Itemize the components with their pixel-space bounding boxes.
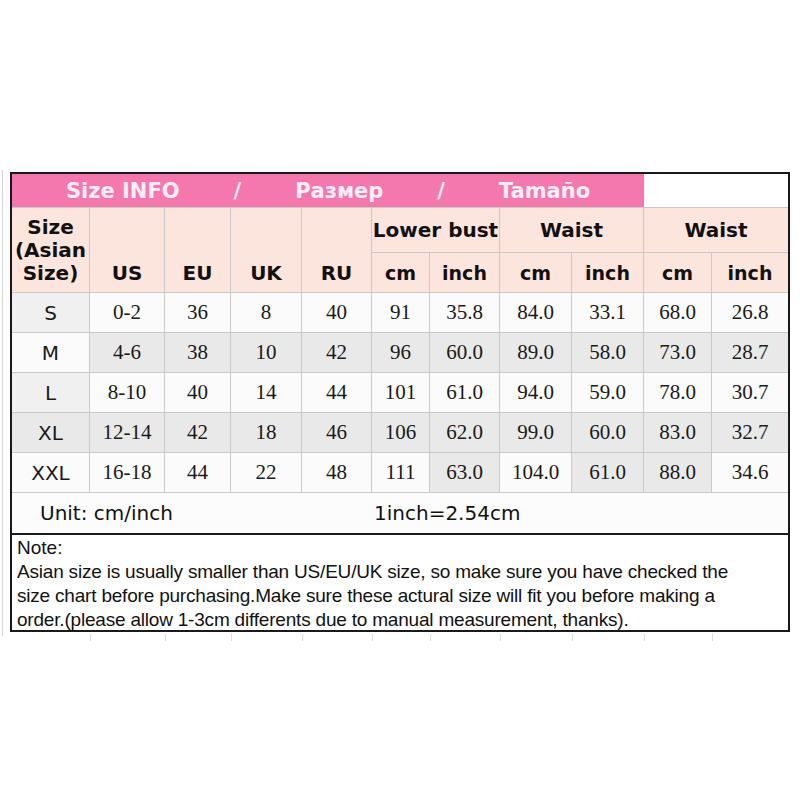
left-edge-line (2, 170, 3, 636)
table-cell: 99.0 (500, 413, 572, 453)
unit-label: Unit: cm/inch (40, 501, 173, 525)
table-cell: 63.0 (430, 453, 500, 493)
table-cell: 61.0 (572, 453, 644, 493)
subheader-cm: cm (500, 253, 572, 293)
column-header-eu: EU (165, 208, 231, 293)
table-cell: 59.0 (572, 373, 644, 413)
table-cell: 8 (231, 293, 302, 333)
table-cell: 38 (165, 333, 231, 373)
table-cell: 101 (372, 373, 430, 413)
table-cell: 61.0 (430, 373, 500, 413)
table-cell: 89.0 (500, 333, 572, 373)
table-cell: 35.8 (430, 293, 500, 333)
table-cell: 18 (231, 413, 302, 453)
unit-row: Unit: cm/inch 1inch=2.54cm (12, 493, 788, 533)
group-header-lower-bust: Lower bust (372, 208, 500, 253)
tick-mark (90, 634, 91, 641)
table-cell: 68.0 (644, 293, 712, 333)
table-cell: 10 (231, 333, 302, 373)
table-cell: 48 (302, 453, 372, 493)
title-separator: / (437, 179, 445, 203)
table-cell: 28.7 (712, 333, 788, 373)
note-heading: Note: (17, 536, 784, 560)
table-cell: 22 (231, 453, 302, 493)
table-cell: 83.0 (644, 413, 712, 453)
table-cell: 42 (165, 413, 231, 453)
tick-mark (712, 634, 713, 641)
table-cell: 84.0 (500, 293, 572, 333)
table-cell: 42 (302, 333, 372, 373)
table-cell: 60.0 (430, 333, 500, 373)
table-cell: S (12, 293, 90, 333)
title-size-info: Size INFO (66, 179, 180, 203)
note-body: Asian size is usually smaller than US/EU… (17, 560, 784, 630)
tick-mark (231, 634, 232, 641)
table-cell: 40 (165, 373, 231, 413)
tick-mark (372, 634, 373, 641)
table-cell: 14 (231, 373, 302, 413)
title-tamano: Tamaño (499, 179, 590, 203)
tick-mark (644, 634, 645, 641)
table-cell: 73.0 (644, 333, 712, 373)
size-chart-image: Size INFO / Размер / Tamaño Size (Asian … (0, 0, 800, 800)
table-title-bar: Size INFO / Размер / Tamaño (12, 174, 644, 208)
table-cell: 44 (165, 453, 231, 493)
table-cell: 104.0 (500, 453, 572, 493)
table-cell: 78.0 (644, 373, 712, 413)
column-header-ru: RU (302, 208, 372, 293)
size-table: Size INFO / Размер / Tamaño Size (Asian … (10, 172, 790, 632)
table-cell: 33.1 (572, 293, 644, 333)
subheader-inch: inch (712, 253, 788, 293)
column-header-us: US (90, 208, 165, 293)
table-cell: 88.0 (644, 453, 712, 493)
table-cell: 26.8 (712, 293, 788, 333)
inch-conversion-label: 1inch=2.54cm (374, 501, 520, 525)
table-cell: 36 (165, 293, 231, 333)
subheader-inch: inch (572, 253, 644, 293)
title-razmer: Размер (295, 179, 383, 203)
table-cell: 4-6 (90, 333, 165, 373)
subheader-inch: inch (430, 253, 500, 293)
table-cell: M (12, 333, 90, 373)
table-cell: 91 (372, 293, 430, 333)
corner-header-asian-size: Size (Asian Size) (12, 208, 90, 293)
table-cell: 40 (302, 293, 372, 333)
table-cell: 46 (302, 413, 372, 453)
table-cell: 0-2 (90, 293, 165, 333)
table-cell: 96 (372, 333, 430, 373)
bottom-gridline-ticks (0, 634, 800, 642)
title-bar-empty-cell (644, 174, 788, 208)
table-cell: 106 (372, 413, 430, 453)
subheader-cm: cm (372, 253, 430, 293)
table-cell: L (12, 373, 90, 413)
column-header-uk: UK (231, 208, 302, 293)
table-cell: 30.7 (712, 373, 788, 413)
table-cell: 60.0 (572, 413, 644, 453)
table-cell: 44 (302, 373, 372, 413)
table-cell: 32.7 (712, 413, 788, 453)
note-box: Note: Asian size is usually smaller than… (12, 533, 788, 630)
group-header-waist-1: Waist (500, 208, 644, 253)
table-cell: 62.0 (430, 413, 500, 453)
title-separator: / (234, 179, 242, 203)
group-header-waist-2: Waist (644, 208, 788, 253)
table-cell: 12-14 (90, 413, 165, 453)
table-cell: XL (12, 413, 90, 453)
subheader-cm: cm (644, 253, 712, 293)
table-cell: 8-10 (90, 373, 165, 413)
tick-mark (430, 634, 431, 641)
tick-mark (165, 634, 166, 641)
table-cell: 58.0 (572, 333, 644, 373)
tick-mark (302, 634, 303, 641)
tick-mark (572, 634, 573, 641)
table-cell: 34.6 (712, 453, 788, 493)
table-cell: 94.0 (500, 373, 572, 413)
table-cell: XXL (12, 453, 90, 493)
table-cell: 16-18 (90, 453, 165, 493)
table-cell: 111 (372, 453, 430, 493)
tick-mark (500, 634, 501, 641)
